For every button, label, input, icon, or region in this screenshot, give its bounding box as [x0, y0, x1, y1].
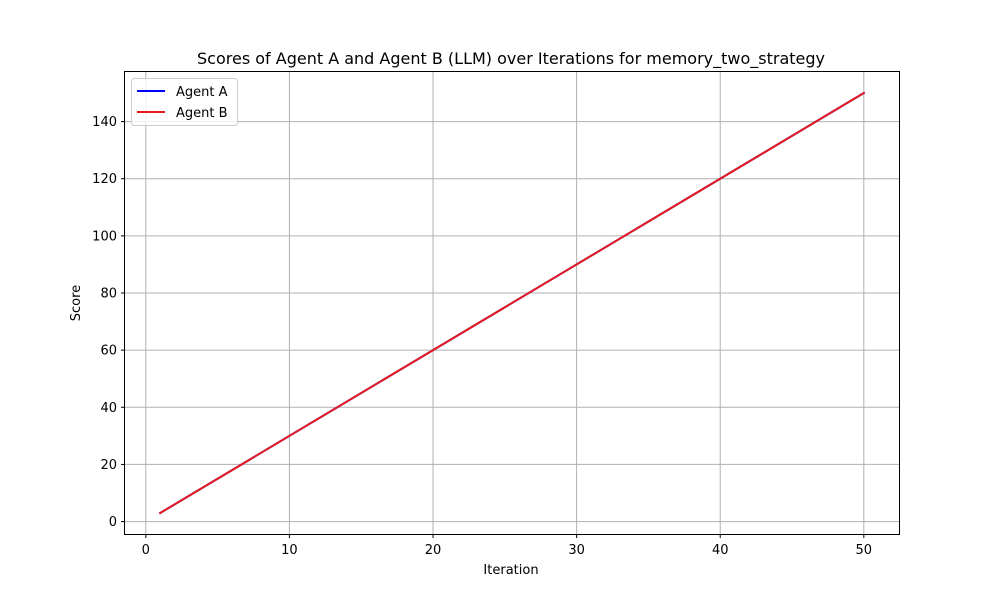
chart-title: Scores of Agent A and Agent B (LLM) over…	[197, 49, 825, 69]
legend: Agent A Agent B	[131, 78, 238, 126]
y-tick-label: 40	[100, 401, 117, 416]
y-tick-label: 80	[100, 287, 117, 302]
y-tick-label: 60	[100, 344, 117, 359]
series-layer	[158, 91, 866, 515]
y-tick-label: 140	[92, 115, 117, 130]
x-tick-label: 20	[425, 543, 442, 558]
y-tick-label: 0	[109, 515, 117, 530]
x-tick-label: 40	[712, 543, 729, 558]
x-tick-label: 0	[142, 543, 150, 558]
legend-label: Agent B	[176, 106, 228, 121]
x-tick-label: 50	[856, 543, 873, 558]
y-tick-label: 100	[92, 229, 117, 244]
y-tick-label: 120	[92, 172, 117, 187]
y-tick-label: 20	[100, 458, 117, 473]
grid-lines	[125, 72, 899, 534]
x-tick-label: 10	[281, 543, 298, 558]
y-axis-ticks: 0 20 40 60 80 100 120 140	[92, 115, 125, 530]
x-tick-label: 30	[568, 543, 585, 558]
x-axis-ticks: 0 10 20 30 40 50	[142, 534, 872, 558]
x-axis-label: Iteration	[483, 563, 538, 578]
series-line-agent-b	[158, 91, 866, 515]
y-axis-label: Score	[69, 285, 84, 321]
plot-frame	[124, 71, 900, 535]
legend-label: Agent A	[176, 85, 228, 100]
